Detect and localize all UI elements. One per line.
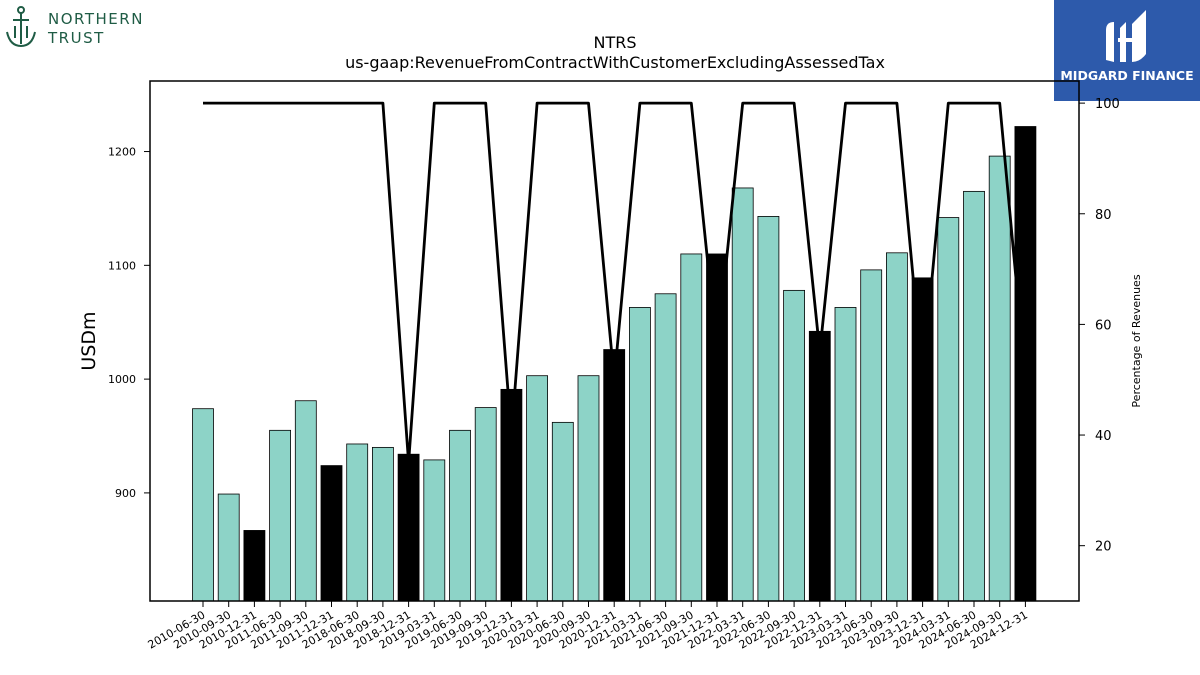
right-logo-text: MIDGARD FINANCE [1060, 68, 1194, 83]
bar-2024-06-30 [963, 190, 985, 602]
chart-subtitle: us-gaap:RevenueFromContractWithCustomerE… [345, 53, 885, 72]
bar-2022-12-31 [808, 330, 831, 602]
left-logo-line1: NORTHERN [48, 10, 144, 28]
bar-series [192, 126, 1037, 602]
y2-tick-label: 20 [1095, 540, 1112, 555]
y2-axis-label: Percentage of Revenues [1130, 274, 1143, 407]
y2-tick-label: 40 [1095, 429, 1112, 444]
bar-2018-09-30 [371, 446, 394, 602]
northern-trust-logo: NORTHERN TRUST [4, 4, 164, 50]
y-tick-label: 1100 [108, 259, 136, 272]
bar-2011-12-31 [320, 465, 343, 602]
bar-2023-09-30 [886, 252, 908, 602]
bar-2018-12-31 [397, 453, 420, 602]
y2-tick-label: 100 [1095, 97, 1120, 112]
bar-2020-03-31 [526, 375, 548, 602]
bar-2020-09-30 [577, 375, 600, 602]
bar-2019-06-30 [449, 429, 471, 602]
bar-2019-03-31 [423, 459, 446, 602]
bar-2021-03-31 [629, 307, 651, 602]
bar-2023-06-30 [860, 269, 883, 602]
y-tick-label: 900 [115, 487, 136, 500]
bar-2024-09-30 [988, 155, 1011, 602]
bar-2019-09-30 [474, 407, 497, 602]
bar-2020-06-30 [551, 421, 574, 602]
bar-2024-03-31 [937, 217, 960, 602]
x-axis: 2010-06-302010-09-302010-12-312011-06-30… [146, 601, 1030, 652]
midgard-mark-icon [1106, 10, 1146, 62]
bar-2010-12-31 [243, 530, 266, 602]
left-logo-line2: TRUST [48, 29, 105, 47]
percentage-line-series [203, 101, 1027, 465]
bar-2020-12-31 [603, 349, 626, 602]
bar-2021-09-30 [680, 253, 703, 602]
bar-2011-09-30 [294, 400, 317, 602]
bar-2022-03-31 [731, 187, 754, 602]
anchor-icon [6, 6, 36, 48]
bar-2022-09-30 [783, 289, 805, 602]
bar-2022-06-30 [757, 216, 780, 602]
bar-2021-06-30 [654, 293, 677, 602]
left-axis: 900 1000 1100 1200 [108, 146, 150, 500]
bar-2018-06-30 [346, 443, 369, 602]
percentage-line [203, 101, 1027, 465]
y2-tick-label: 60 [1095, 318, 1112, 333]
bar-2023-03-31 [834, 307, 857, 602]
bar-2024-12-31 [1014, 126, 1037, 602]
bar-2010-06-30 [192, 408, 214, 602]
bar-2010-09-30 [217, 493, 240, 602]
y-axis-label: USDm [78, 311, 100, 370]
midgard-finance-logo: MIDGARD FINANCE [1054, 0, 1200, 101]
right-axis: 20 40 60 80 100 [1079, 97, 1120, 555]
bar-2023-12-31 [911, 277, 934, 602]
y-tick-label: 1200 [108, 146, 136, 159]
bar-2011-06-30 [269, 429, 292, 602]
bar-2021-12-31 [706, 253, 728, 602]
y2-tick-label: 80 [1095, 208, 1112, 223]
y-tick-label: 1000 [108, 373, 136, 386]
chart-title: NTRS [593, 33, 636, 52]
